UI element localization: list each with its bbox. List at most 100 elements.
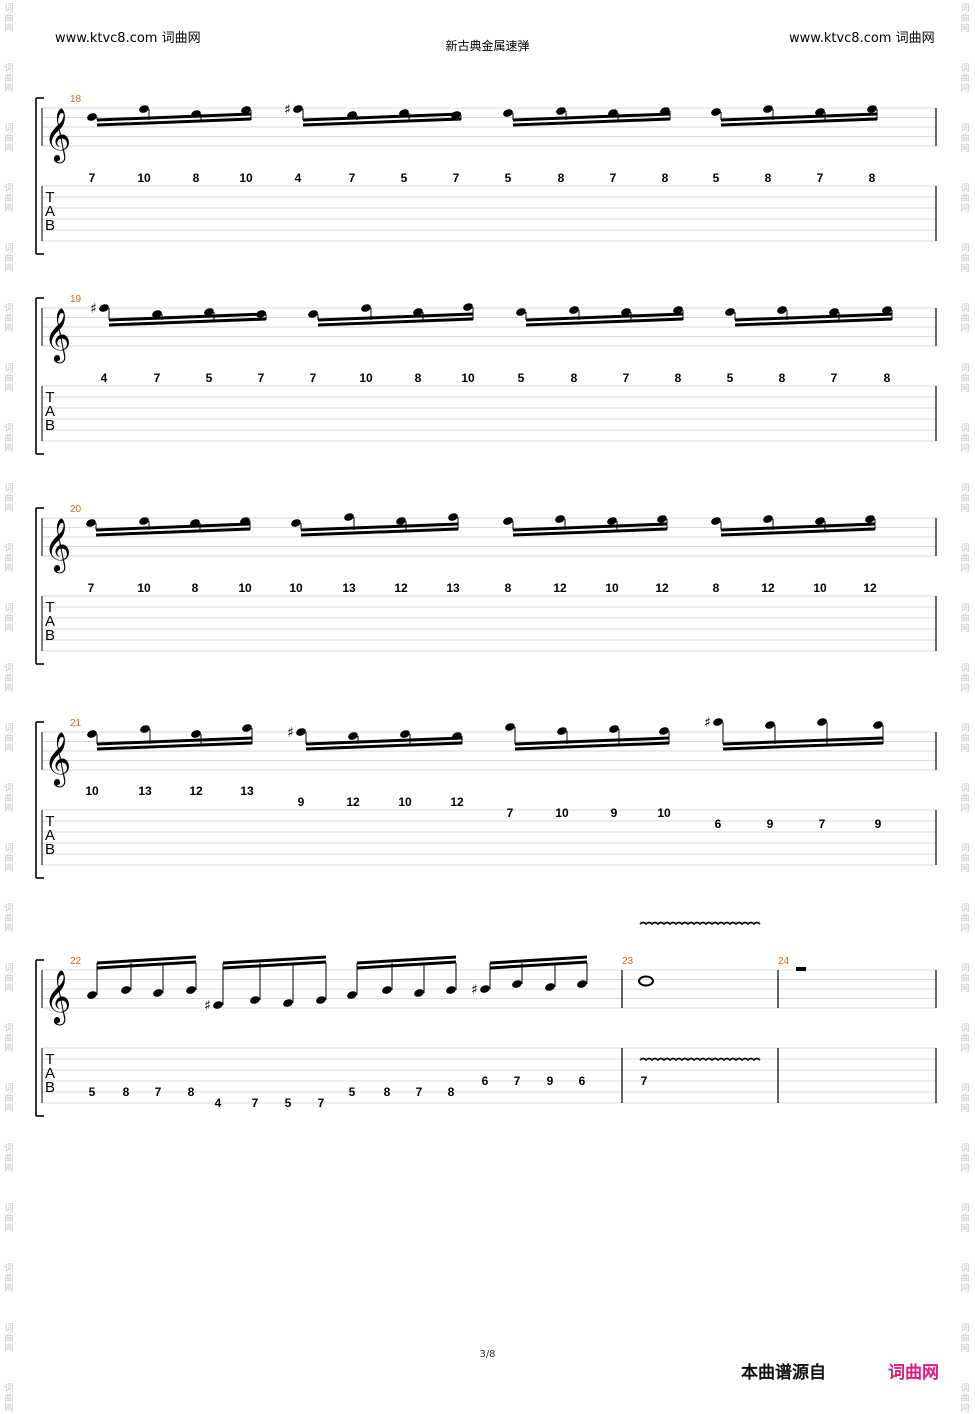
tab-fret-number: 12 bbox=[863, 581, 877, 595]
watermark-text: 词曲网 bbox=[4, 1204, 14, 1234]
tab-fret-number: 8 bbox=[192, 581, 199, 595]
tab-fret-number: 8 bbox=[193, 171, 200, 185]
note-head bbox=[296, 728, 306, 736]
note-head bbox=[711, 108, 721, 116]
beam bbox=[722, 741, 884, 751]
note-head bbox=[186, 986, 196, 994]
note-head bbox=[316, 996, 326, 1004]
beam bbox=[720, 117, 878, 127]
note-head bbox=[204, 308, 214, 316]
tab-fret-number: 7 bbox=[310, 371, 317, 385]
sharp-icon: ♯ bbox=[471, 982, 478, 998]
tab-fret-number: 7 bbox=[349, 171, 356, 185]
tab-fret-number: 8 bbox=[675, 371, 682, 385]
tab-fret-number: 9 bbox=[547, 1074, 554, 1088]
note-head bbox=[347, 991, 357, 999]
tab-fret-number: 7 bbox=[641, 1074, 648, 1088]
tab-fret-number: 8 bbox=[188, 1085, 195, 1099]
watermark-text: 词曲网 bbox=[4, 904, 14, 934]
tab-fret-number: 10 bbox=[137, 171, 151, 185]
tab-clef-letter: T bbox=[45, 1051, 54, 1068]
tab-fret-number: 12 bbox=[346, 795, 360, 809]
beam bbox=[96, 960, 197, 970]
tab-fret-number: 10 bbox=[813, 581, 827, 595]
watermark-text: 词曲网 bbox=[4, 184, 14, 214]
note-head bbox=[503, 109, 513, 117]
watermark-text: 词曲网 bbox=[4, 1324, 14, 1354]
tab-fret-number: 5 bbox=[89, 1085, 96, 1099]
beam bbox=[108, 312, 267, 322]
tab-fret-number: 5 bbox=[206, 371, 213, 385]
watermark-text: 词曲网 bbox=[960, 4, 970, 34]
tab-clef-letter: A bbox=[45, 403, 55, 420]
page-title: 新古典金属速弹 bbox=[445, 39, 530, 53]
watermark-text: 词曲网 bbox=[960, 784, 970, 814]
note-head bbox=[829, 308, 839, 316]
watermark-text: 词曲网 bbox=[960, 1324, 970, 1354]
watermark-text: 词曲网 bbox=[4, 544, 14, 574]
sharp-icon: ♯ bbox=[284, 102, 291, 118]
note-head bbox=[446, 986, 456, 994]
tab-fret-number: 5 bbox=[727, 371, 734, 385]
tab-clef-letter: B bbox=[45, 627, 55, 644]
watermark-text: 词曲网 bbox=[960, 1264, 970, 1294]
tab-clef-letter: B bbox=[45, 417, 55, 434]
measure-number: 24 bbox=[778, 956, 790, 967]
note-head bbox=[556, 107, 566, 115]
note-head bbox=[152, 310, 162, 318]
note-head bbox=[873, 721, 883, 729]
tab-fret-number: 5 bbox=[713, 171, 720, 185]
note-head bbox=[577, 980, 587, 988]
beam bbox=[489, 955, 588, 965]
note-head bbox=[213, 1001, 223, 1009]
note-head bbox=[121, 986, 131, 994]
watermark-text: 词曲网 bbox=[4, 784, 14, 814]
note-head bbox=[505, 723, 515, 731]
tab-fret-number: 13 bbox=[342, 581, 356, 595]
note-head bbox=[361, 304, 371, 312]
watermark-text: 词曲网 bbox=[960, 664, 970, 694]
brand-logo-text: 词曲网 bbox=[888, 1363, 939, 1383]
note-head bbox=[882, 306, 892, 314]
note-head bbox=[293, 105, 303, 113]
tab-fret-number: 8 bbox=[415, 371, 422, 385]
tab-fret-number: 10 bbox=[239, 171, 253, 185]
note-head bbox=[241, 106, 251, 114]
tab-fret-number: 8 bbox=[123, 1085, 130, 1099]
note-head bbox=[242, 724, 252, 732]
note-head bbox=[400, 730, 410, 738]
site-url-left: www.ktvc8.com 词曲网 bbox=[55, 31, 201, 46]
note-head bbox=[713, 718, 723, 726]
tab-fret-number: 10 bbox=[461, 371, 475, 385]
sharp-icon: ♯ bbox=[704, 715, 711, 731]
note-head bbox=[777, 306, 787, 314]
tab-fret-number: 7 bbox=[154, 371, 161, 385]
tab-fret-number: 5 bbox=[285, 1096, 292, 1110]
tab-fret-number: 9 bbox=[767, 817, 774, 831]
beam bbox=[525, 312, 684, 322]
beam bbox=[300, 527, 459, 537]
note-head bbox=[396, 517, 406, 525]
tab-clef-letter: B bbox=[45, 1079, 55, 1096]
tab-fret-number: 12 bbox=[553, 581, 567, 595]
tab-fret-number: 10 bbox=[605, 581, 619, 595]
beam bbox=[95, 522, 251, 532]
half-rest-icon bbox=[796, 967, 806, 971]
treble-clef-icon: 𝄞 bbox=[44, 731, 71, 787]
beam bbox=[95, 527, 251, 537]
tab-fret-number: 7 bbox=[89, 171, 96, 185]
tab-fret-number: 10 bbox=[85, 784, 99, 798]
beam bbox=[305, 741, 463, 751]
tab-fret-number: 4 bbox=[295, 171, 302, 185]
tab-fret-number: 9 bbox=[611, 806, 618, 820]
measure-number: 20 bbox=[70, 504, 82, 515]
watermark-text: 词曲网 bbox=[4, 64, 14, 94]
watermark-text: 词曲网 bbox=[960, 724, 970, 754]
measure-number: 22 bbox=[70, 956, 82, 967]
tab-clef-letter: T bbox=[45, 189, 54, 206]
note-head bbox=[87, 113, 97, 121]
beam bbox=[512, 112, 671, 122]
treble-clef-icon: 𝄞 bbox=[44, 517, 71, 573]
watermark-text: 词曲网 bbox=[4, 1084, 14, 1114]
